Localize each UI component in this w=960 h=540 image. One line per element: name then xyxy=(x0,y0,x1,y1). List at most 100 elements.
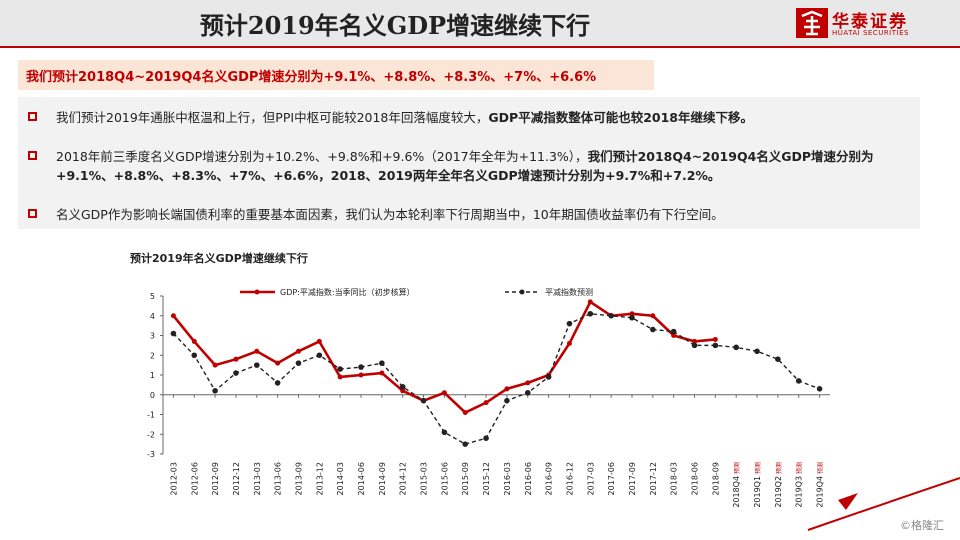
data-point-2 xyxy=(566,320,573,327)
x-tick-label-main: 2013-03 xyxy=(253,462,262,495)
x-tick-label-main: 2018-09 xyxy=(711,462,720,495)
data-point-1 xyxy=(358,372,364,378)
bullet-panel: 我们预计2019年通胀中枢温和上行，但PPI中枢可能较2018年回落幅度较大，G… xyxy=(18,97,920,229)
data-point-1 xyxy=(379,370,385,376)
x-tick-label: 2017-12 xyxy=(649,462,658,495)
data-point-2 xyxy=(358,364,364,370)
x-tick-label: 2016-06 xyxy=(524,462,533,495)
legend-marker-2 xyxy=(519,289,525,295)
data-point-2 xyxy=(691,342,698,349)
data-point-2 xyxy=(233,370,239,376)
x-tick-label-forecast: 预测 xyxy=(775,462,783,476)
x-tick-label-main: 2012-12 xyxy=(232,462,241,495)
x-tick-label-main: 2016-12 xyxy=(565,462,574,495)
header-divider xyxy=(0,46,960,48)
logo-text-cn: 华泰证券 xyxy=(832,12,908,32)
data-point-1 xyxy=(504,386,510,392)
data-point-1 xyxy=(566,340,572,346)
x-tick-label: 2013-09 xyxy=(294,462,303,495)
trend-arrow-icon xyxy=(807,477,960,531)
x-tick-label-forecast: 预测 xyxy=(754,462,762,476)
data-point-2 xyxy=(754,348,760,355)
highlight-banner: 我们预计2018Q4~2019Q4名义GDP增速分别为+9.1%、+8.8%、+… xyxy=(18,60,654,90)
data-point-2 xyxy=(441,429,448,436)
x-tick-label: 2014-12 xyxy=(399,462,408,495)
y-tick-label: -1 xyxy=(147,411,155,420)
legend-marker-1 xyxy=(254,289,260,295)
x-tick-label-forecast: 预测 xyxy=(817,462,825,476)
data-point-2 xyxy=(504,397,510,404)
x-tick-label-main: 2018Q4 xyxy=(732,476,741,508)
x-tick-label-main: 2019Q4 xyxy=(816,476,825,508)
data-point-2 xyxy=(712,342,719,349)
data-point-2 xyxy=(545,374,552,380)
y-tick-label: 5 xyxy=(150,292,155,301)
data-point-2 xyxy=(420,397,427,404)
x-tick-label: 2015-12 xyxy=(482,462,491,495)
x-tick-label-main: 2019Q3 xyxy=(795,476,804,508)
data-point-2 xyxy=(629,314,635,321)
bullet-item-3: 名义GDP作为影响长端国债利率的重要基本面因素，我们认为本轮利率下行周期当中，1… xyxy=(28,205,908,224)
legend-label-1: GDP:平减指数:当季同比（初步核算） xyxy=(280,287,415,297)
data-point-1 xyxy=(212,362,218,368)
bullet-square-icon xyxy=(28,151,37,160)
x-tick-label: 2012-09 xyxy=(211,462,220,495)
x-tick-label-main: 2015-03 xyxy=(420,462,429,495)
x-tick-label: 2018-09 xyxy=(711,462,720,495)
data-point-2 xyxy=(608,312,614,319)
x-tick-label: 2016-12 xyxy=(565,462,574,495)
x-tick-label: 2018-03 xyxy=(670,462,679,495)
logo-mark-icon xyxy=(796,8,828,38)
bullet-3-normal: 名义GDP作为影响长端国债利率的重要基本面因素，我们认为本轮利率下行周期当中，1… xyxy=(56,207,724,222)
bullet-square-icon xyxy=(28,112,37,121)
bullet-1-bold: GDP平减指数整体可能也较2018年继续下移。 xyxy=(488,110,753,125)
data-point-1 xyxy=(483,400,489,406)
chart-marks xyxy=(170,299,823,447)
x-tick-label-main: 2012-06 xyxy=(190,462,199,495)
x-tick-label-main: 2014-06 xyxy=(357,462,366,495)
watermark: ©格隆汇 xyxy=(900,519,944,532)
legend-label-2: 平减指数预测 xyxy=(545,287,593,297)
x-tick-label: 2018-06 xyxy=(691,462,700,495)
x-tick-label: 2017-09 xyxy=(628,462,637,495)
x-tick-label: 2017-03 xyxy=(586,462,595,495)
data-point-2 xyxy=(524,389,531,396)
data-point-1 xyxy=(441,390,447,396)
data-point-2 xyxy=(399,384,406,390)
x-tick-label-main: 2018-03 xyxy=(670,462,679,495)
x-tick-label-main: 2012-09 xyxy=(211,462,220,495)
x-tick-label-main: 2015-12 xyxy=(482,462,491,495)
x-tick-label-main: 2014-12 xyxy=(399,462,408,495)
bullet-item-1: 我们预计2019年通胀中枢温和上行，但PPI中枢可能较2018年回落幅度较大，G… xyxy=(28,108,908,127)
data-point-1 xyxy=(712,336,718,342)
data-point-2 xyxy=(816,386,823,392)
x-tick-label: 2014-06 xyxy=(357,462,366,495)
page-title: 预计2019年名义GDP增速继续下行 xyxy=(199,11,591,40)
x-tick-label-main: 2013-09 xyxy=(294,462,303,495)
x-tick-label: 2014-09 xyxy=(378,462,387,495)
data-point-1 xyxy=(587,299,593,305)
data-point-2 xyxy=(775,356,781,363)
data-point-1 xyxy=(233,356,239,362)
bullet-2-bold: 我们预计2018Q4~2019Q4名义GDP增速分别为+9.1%、+8.8%、+… xyxy=(56,149,874,183)
data-point-1 xyxy=(525,380,531,386)
x-tick-label: 2016-03 xyxy=(503,462,512,495)
logo-text-en: HUATAI SECURITIES xyxy=(832,29,909,37)
x-tick-label: 2015-03 xyxy=(420,462,429,495)
data-point-1 xyxy=(337,374,343,380)
x-tick-label: 2019Q1 预测 xyxy=(753,462,762,508)
data-point-2 xyxy=(587,310,594,317)
data-point-1 xyxy=(692,338,698,344)
data-point-2 xyxy=(733,344,740,351)
data-point-1 xyxy=(462,410,468,416)
data-point-1 xyxy=(316,338,322,344)
x-tick-label-main: 2017-09 xyxy=(628,462,637,495)
highlight-text: 我们预计2018Q4~2019Q4名义GDP增速分别为+9.1%、+8.8%、+… xyxy=(26,70,597,85)
x-tick-label: 2015-09 xyxy=(461,462,470,495)
data-point-2 xyxy=(212,388,218,394)
data-point-2 xyxy=(337,366,343,372)
data-point-2 xyxy=(253,362,260,368)
data-point-2 xyxy=(650,326,656,333)
data-point-2 xyxy=(795,378,802,384)
x-tick-label: 2018Q4 预测 xyxy=(732,462,741,508)
